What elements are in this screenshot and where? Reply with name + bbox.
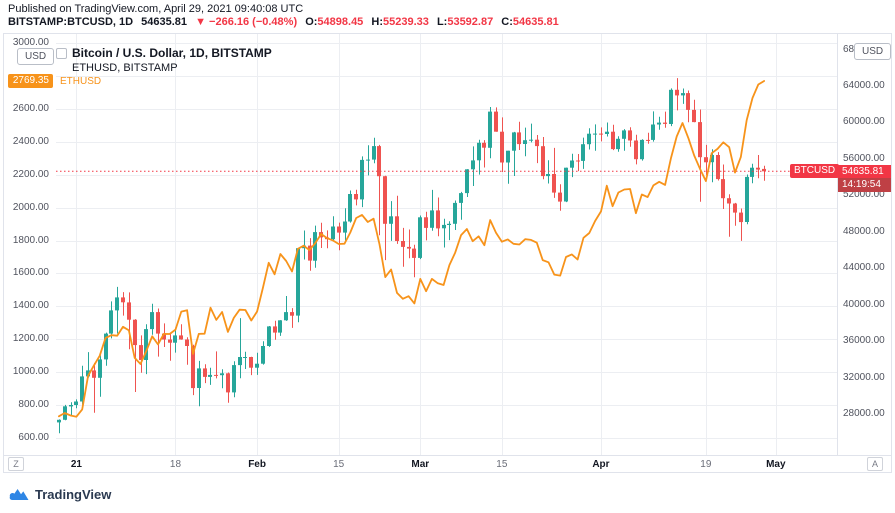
bar-countdown-badge: 14:19:54	[838, 177, 891, 192]
time-axis-label: Apr	[592, 459, 610, 470]
low-label: L:	[436, 16, 448, 28]
left-axis-tick: 2000.00	[12, 201, 49, 213]
time-axis-label: 19	[700, 459, 712, 470]
left-currency-button[interactable]: USD	[17, 48, 55, 65]
right-axis-tick: 28000.00	[843, 408, 885, 419]
right-axis-tick: 44000.00	[843, 262, 885, 274]
btc-price-axis-badge: 54635.81	[838, 164, 891, 179]
footer-brand-link[interactable]: TradingView	[9, 487, 111, 502]
tradingview-logo-icon	[9, 489, 29, 500]
last-price: 54635.81	[141, 16, 188, 28]
right-axis-tick: 40000.00	[843, 298, 885, 310]
right-axis-tick: 52000.00	[843, 189, 885, 201]
symbol-name: BITSTAMP:BTCUSD, 1D	[8, 16, 134, 28]
time-axis-label: 21	[70, 459, 82, 470]
right-currency-button[interactable]: USD	[854, 43, 891, 60]
change-direction-icon: ▼	[195, 16, 206, 28]
left-axis-tick: 600.00	[18, 432, 49, 444]
open-value: 54898.45	[317, 16, 364, 28]
left-axis-tick: 2400.00	[12, 135, 49, 147]
time-axis-label: 18	[169, 459, 182, 470]
time-axis[interactable]: 21 18 Feb 15 Mar 15 Apr 19 May	[4, 455, 891, 472]
eth-price-axis-badge: 2769.35	[8, 74, 53, 88]
price-plot-canvas[interactable]	[4, 34, 837, 455]
time-axis-label: May	[766, 459, 786, 470]
time-axis-label: 15	[496, 459, 508, 470]
btc-symbol-badge: BTCUSD	[790, 164, 840, 179]
high-value: 55239.33	[382, 16, 429, 28]
auto-scale-button[interactable]: A	[867, 457, 883, 471]
right-axis-tick: 48000.00	[843, 225, 885, 237]
close-value: 54635.81	[512, 16, 559, 28]
right-axis-tick: 36000.00	[843, 335, 885, 347]
change-value: −266.16 (−0.48%)	[209, 16, 298, 28]
legend-compare-series[interactable]: ETHUSD, BITSTAMP	[72, 62, 178, 74]
left-price-axis[interactable]: 600.00 800.00 1000.00 1200.00 1400.00 1600.00…	[4, 34, 54, 455]
left-axis-tick: 1000.00	[12, 366, 49, 378]
left-axis-tick: 1400.00	[12, 300, 49, 312]
right-axis-tick: 32000.00	[843, 371, 885, 383]
left-axis-tick: 1600.00	[12, 267, 49, 279]
low-value: 53592.87	[447, 16, 494, 28]
left-axis-tick: 1800.00	[12, 234, 49, 246]
chart-container: 600.00 800.00 1000.00 1200.00 1400.00 1600.00…	[3, 33, 892, 473]
left-axis-tick: 1200.00	[12, 333, 49, 345]
tradingview-wordmark: TradingView	[35, 487, 112, 502]
time-axis-label: Mar	[411, 459, 430, 470]
right-axis-tick: 56000.00	[843, 152, 885, 164]
left-axis-tick: 800.00	[18, 399, 49, 411]
right-axis-tick: 60000.00	[843, 116, 885, 128]
close-label: C:	[501, 16, 513, 28]
timezone-button[interactable]: Z	[8, 457, 24, 471]
left-axis-tick: 3000.00	[12, 37, 49, 49]
right-price-axis[interactable]: 28000.00 32000.00 36000.00 40000.00 44000.00…	[837, 34, 891, 455]
high-label: H:	[371, 16, 383, 28]
published-line: Published on TradingView.com, April 29, …	[8, 3, 304, 15]
left-axis-tick: 2200.00	[12, 168, 49, 180]
left-axis-tick: 2600.00	[12, 102, 49, 114]
open-label: O:	[305, 16, 318, 28]
right-axis-tick: 64000.00	[843, 80, 885, 92]
legend-main-series[interactable]: Bitcoin / U.S. Dollar, 1D, BITSTAMP	[72, 46, 272, 60]
time-axis-label: 15	[333, 459, 345, 470]
eth-symbol-label: ETHUSD	[60, 76, 102, 87]
symbol-ohlc-line: BITSTAMP:BTCUSD, 1D 54635.81 ▼ −266.16 (…	[8, 16, 559, 28]
time-axis-label: Feb	[248, 459, 266, 470]
exchange-logo-icon	[56, 48, 67, 59]
